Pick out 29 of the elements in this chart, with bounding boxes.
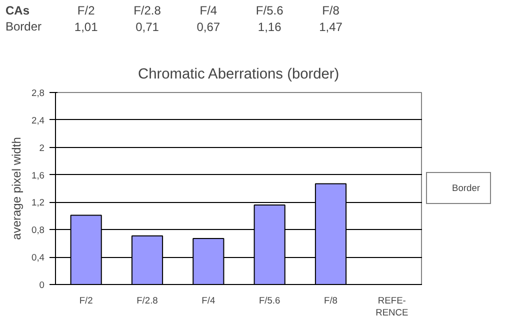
x-tick-label: F/2.8 [136, 296, 158, 306]
x-tick-label: REFE- RENCE [376, 296, 408, 318]
y-axis-title: average pixel width [10, 137, 24, 240]
data-label: 0,67 [196, 20, 220, 34]
x-tick-label: F/8 [324, 296, 338, 306]
data-label: 1,16 [258, 20, 282, 34]
text: Border [452, 183, 480, 193]
x-tick-label: F/4 [202, 296, 216, 306]
category-label: F/2 [77, 4, 95, 18]
data-label: 1,47 [319, 20, 343, 34]
text: Border [6, 20, 42, 34]
text: CAs [6, 4, 30, 18]
category-label: F/4 [200, 4, 218, 18]
category-label: F/2.8 [134, 4, 161, 18]
chart-title: Chromatic Aberrations (border) [138, 66, 340, 82]
y-tick-label: 2 [39, 142, 45, 153]
x-tick-label: F/5.6 [258, 296, 280, 306]
y-tick-label: 2,8 [32, 88, 44, 98]
y-tick-label: 1,2 [32, 198, 44, 208]
y-tick-label: 2,4 [32, 115, 44, 126]
y-tick-label: 0,4 [32, 252, 44, 263]
category-label: F/5.6 [256, 4, 284, 18]
category-label: F/8 [322, 4, 340, 18]
y-tick-label: 1,6 [32, 170, 44, 180]
y-tick-label: 0 [39, 280, 45, 290]
data-label: 1,01 [74, 20, 98, 34]
data-label: 0,71 [136, 20, 160, 34]
x-tick-label: F/2 [79, 296, 93, 306]
y-tick-label: 0,8 [32, 225, 44, 236]
